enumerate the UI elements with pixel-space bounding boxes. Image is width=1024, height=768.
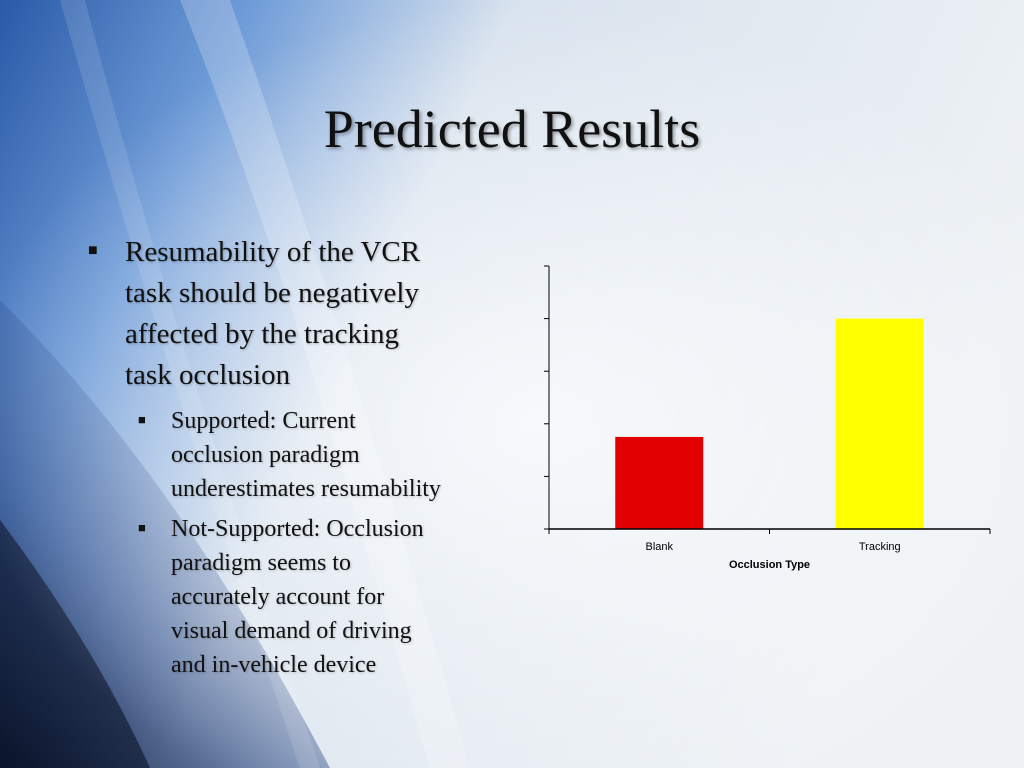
sub-bullet-text: Supported: Current occlusion paradigm un… [171, 408, 441, 502]
bullet-item: ■ Resumability of the VCR task should be… [88, 232, 508, 396]
square-bullet-icon: ■ [138, 412, 146, 427]
sub-bullet-text: Not-Supported: Occlusion paradigm seems … [171, 516, 424, 678]
bullet-list: ■ Resumability of the VCR task should be… [88, 232, 508, 688]
x-axis-title: Occlusion Type [729, 559, 810, 571]
x-tick-label: Tracking [859, 541, 901, 553]
sub-bullet-item: ■ Not-Supported: Occlusion paradigm seem… [138, 512, 508, 682]
square-bullet-icon: ■ [88, 242, 98, 259]
bullet-text: Resumability of the VCR task should be n… [125, 236, 421, 391]
x-tick-label: Blank [645, 541, 673, 553]
sub-bullet-item: ■ Supported: Current occlusion paradigm … [138, 404, 508, 506]
square-bullet-icon: ■ [138, 520, 146, 535]
bar-tracking [835, 318, 924, 529]
bar-blank [615, 436, 704, 529]
slide-title: Predicted Results [323, 99, 701, 159]
